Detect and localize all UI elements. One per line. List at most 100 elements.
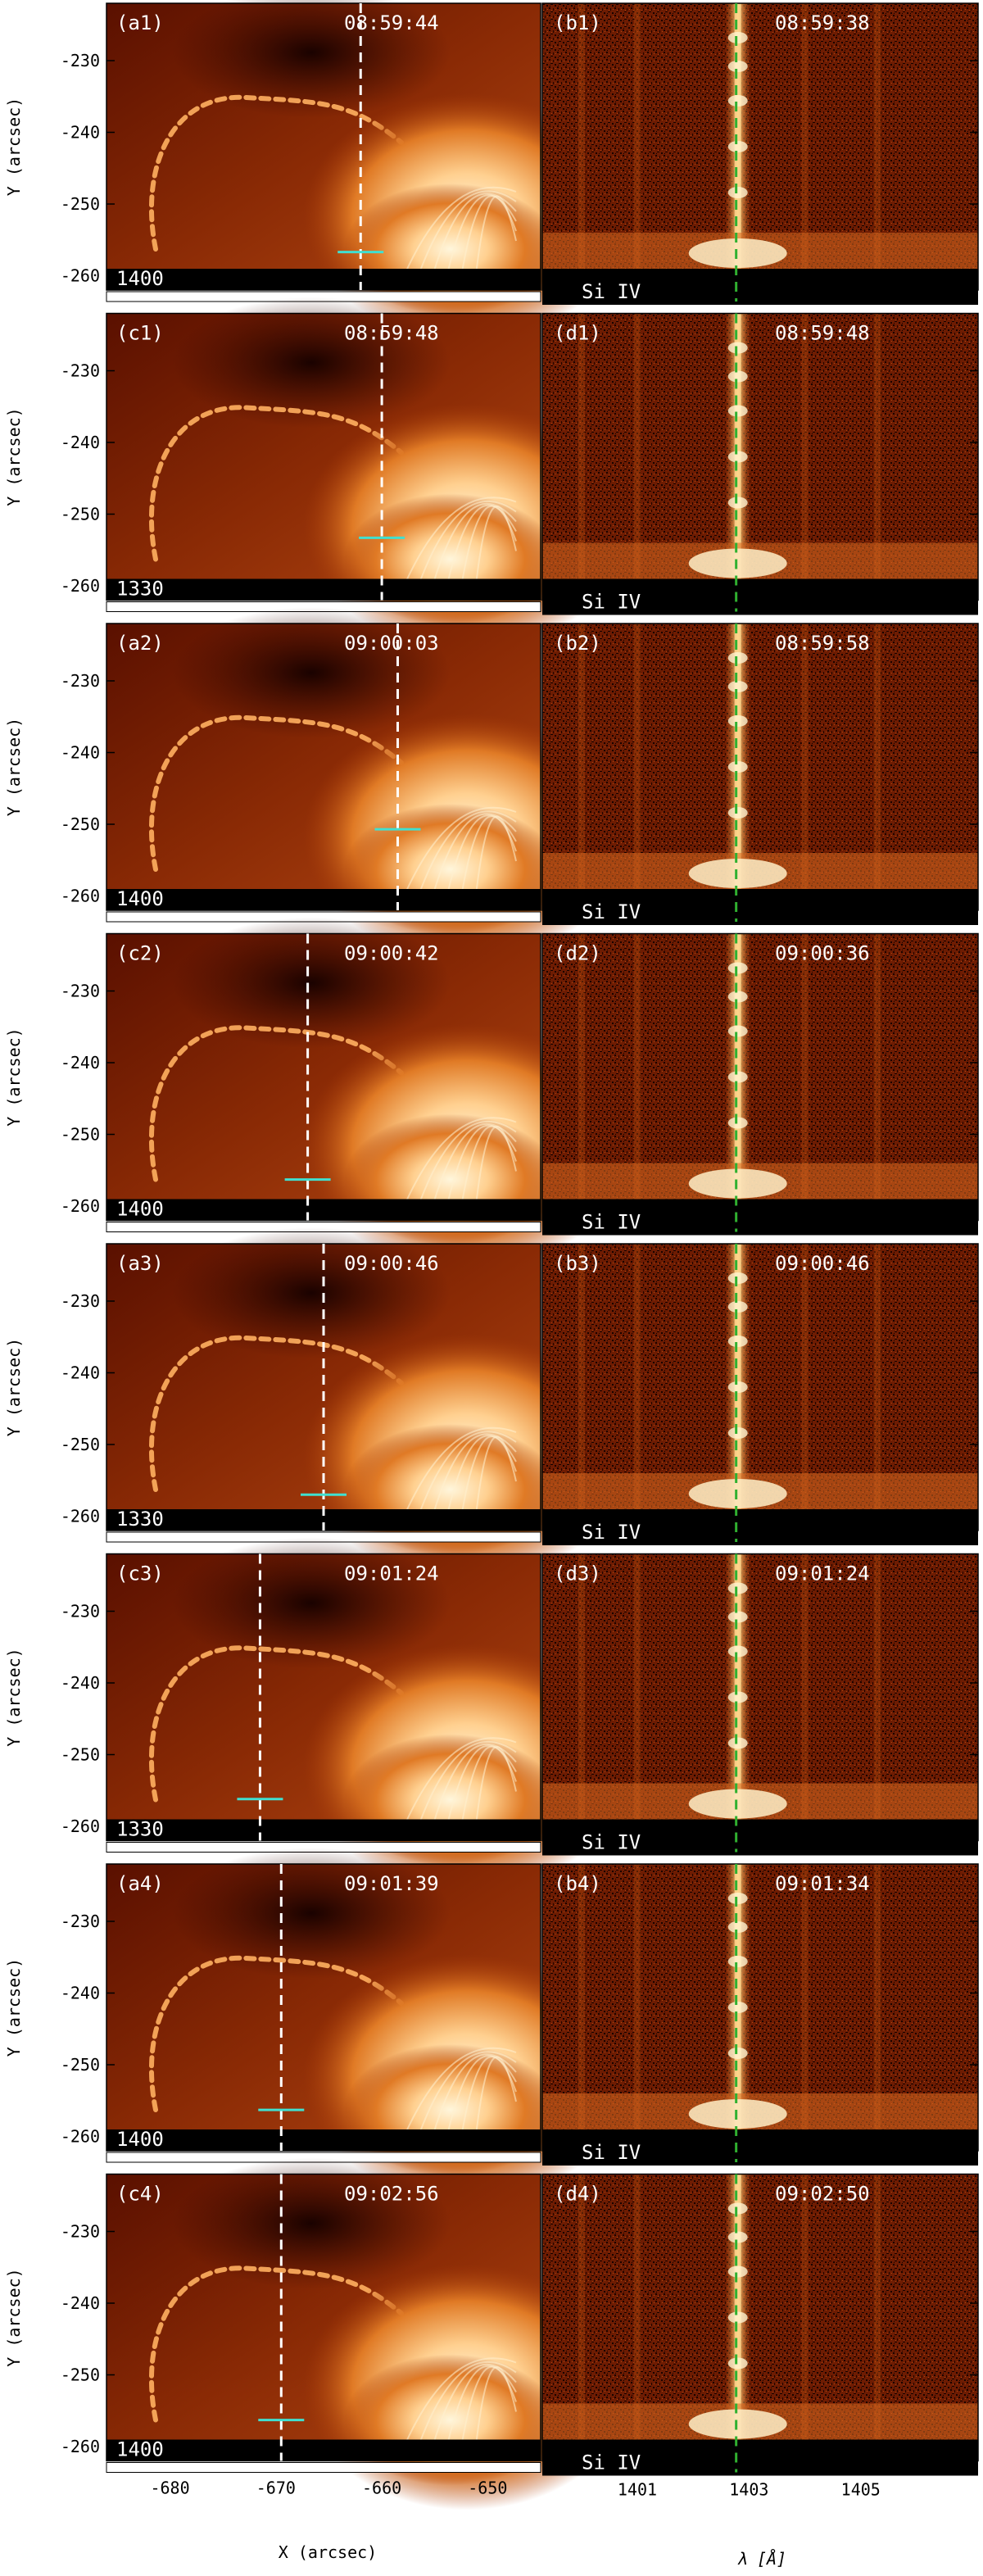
panel-time: 09:02:50 bbox=[775, 2183, 870, 2206]
y-tick-label: -250 bbox=[61, 1125, 100, 1145]
panel-time: 09:01:34 bbox=[775, 1872, 870, 1895]
y-axis-label: Y (arcsec) bbox=[4, 1338, 24, 1436]
y-tick-label: -250 bbox=[61, 1435, 100, 1454]
spectrum-panel: (b2) 08:59:58 Si IV bbox=[541, 623, 979, 925]
panel-label: (b1) bbox=[554, 11, 601, 34]
line-label: Si IV bbox=[582, 1521, 641, 1544]
y-tick-label: -250 bbox=[61, 2055, 100, 2075]
panel-time: 09:01:24 bbox=[344, 1562, 439, 1585]
lambda-tick-labels: 1401 1403 1405 bbox=[618, 2465, 881, 2500]
figure-row: (c4) 09:02:56 1400 -230 -240 -250 -260 Y (arcse… bbox=[4, 2157, 979, 2510]
figure-row: (c3) 09:01:24 1330 -230 -240 -250 -260 Y (arcse… bbox=[4, 1537, 979, 1890]
channel-label: 1400 bbox=[116, 267, 164, 290]
panel-label: (d2) bbox=[554, 942, 601, 965]
figure-row: (a2) 09:00:03 1400 -230 -240 -250 -260 Y (arcse… bbox=[4, 607, 979, 959]
y-tick-label: -260 bbox=[61, 887, 100, 906]
y-tick-label: -230 bbox=[61, 1602, 100, 1621]
lambda-axis-label: λ [Å] bbox=[737, 2549, 786, 2569]
panel-time: 08:59:44 bbox=[344, 11, 439, 34]
channel-label: 1400 bbox=[116, 887, 164, 910]
spectrum-panel: (d4) 09:02:50 Si IV bbox=[541, 2173, 979, 2476]
x-tick-label: -660 bbox=[362, 2478, 401, 2498]
panel-label: (b4) bbox=[554, 1872, 601, 1895]
channel-label: 1330 bbox=[116, 1818, 164, 1841]
y-tick-label: -240 bbox=[61, 123, 100, 143]
y-tick-label: -240 bbox=[61, 743, 100, 763]
y-axis-label: Y (arcsec) bbox=[4, 407, 24, 506]
sji-image-panel: (c4) 09:02:56 1400 -230 -240 -250 -260 bbox=[61, 2157, 631, 2510]
y-tick-label: -260 bbox=[61, 266, 100, 286]
panel-label: (a1) bbox=[116, 11, 164, 34]
panel-label: (a4) bbox=[116, 1872, 164, 1895]
y-tick-label: -260 bbox=[61, 2437, 100, 2456]
line-label: Si IV bbox=[582, 280, 641, 303]
lambda-tick-label: 1403 bbox=[729, 2480, 768, 2500]
y-tick-label: -250 bbox=[61, 1745, 100, 1765]
channel-label: 1330 bbox=[116, 578, 164, 601]
y-tick-label: -240 bbox=[61, 1673, 100, 1693]
line-label: Si IV bbox=[582, 1211, 641, 1234]
x-tick-label: -670 bbox=[256, 2478, 296, 2498]
lambda-tick-label: 1405 bbox=[841, 2480, 881, 2500]
line-label: Si IV bbox=[582, 2141, 641, 2164]
line-label: Si IV bbox=[582, 900, 641, 923]
channel-label: 1400 bbox=[116, 2128, 164, 2151]
y-tick-label: -230 bbox=[61, 361, 100, 381]
panel-time: 09:00:36 bbox=[775, 942, 870, 965]
y-tick-label: -260 bbox=[61, 576, 100, 596]
y-tick-label: -250 bbox=[61, 2365, 100, 2385]
y-tick-label: -260 bbox=[61, 2127, 100, 2147]
x-axis-label: X (arcsec) bbox=[279, 2542, 377, 2562]
y-tick-label: -240 bbox=[61, 2293, 100, 2313]
panel-label: (b2) bbox=[554, 632, 601, 655]
panel-time: 08:59:38 bbox=[775, 11, 870, 34]
spectrum-panel: (b4) 09:01:34 Si IV bbox=[541, 1863, 979, 2166]
panel-label: (d3) bbox=[554, 1562, 601, 1585]
channel-label: 1400 bbox=[116, 1198, 164, 1221]
panel-label: (d1) bbox=[554, 322, 601, 345]
y-tick-label: -260 bbox=[61, 1816, 100, 1836]
spectrum-panel: (b1) 08:59:38 Si IV bbox=[541, 2, 979, 305]
spectrum-panel: (d1) 08:59:48 Si IV bbox=[541, 312, 979, 615]
y-axis-label: Y (arcsec) bbox=[4, 2268, 24, 2366]
y-tick-label: -250 bbox=[61, 194, 100, 214]
figure-row: (a3) 09:00:46 1330 -230 -240 -250 -260 Y (arcse… bbox=[4, 1227, 979, 1580]
panel-time: 09:01:39 bbox=[344, 1872, 439, 1895]
spectrum-panel: (b3) 09:00:46 Si IV bbox=[541, 1243, 979, 1545]
panel-time: 08:59:48 bbox=[344, 322, 439, 345]
panel-time: 09:01:24 bbox=[775, 1562, 870, 1585]
figure-row: (c1) 08:59:48 1330 -230 -240 -250 -260 Y (arcse… bbox=[4, 297, 979, 650]
panel-label: (b3) bbox=[554, 1252, 601, 1275]
panel-time: 09:00:42 bbox=[344, 942, 439, 965]
panel-label: (a3) bbox=[116, 1252, 164, 1275]
y-tick-label: -230 bbox=[61, 671, 100, 691]
panel-time: 09:00:46 bbox=[775, 1252, 870, 1275]
y-tick-label: -230 bbox=[61, 51, 100, 70]
panel-label: (d4) bbox=[554, 2183, 601, 2206]
figure-row: (a1) 08:59:44 1400 -230 -240 -250 -260 Y (arcse… bbox=[4, 0, 979, 339]
y-tick-label: -230 bbox=[61, 1291, 100, 1311]
y-tick-label: -260 bbox=[61, 1196, 100, 1216]
panel-label: (c1) bbox=[116, 322, 164, 345]
y-axis-label: Y (arcsec) bbox=[4, 1648, 24, 1746]
x-tick-label: -650 bbox=[468, 2478, 507, 2498]
y-tick-label: -240 bbox=[61, 1053, 100, 1073]
y-axis-label: Y (arcsec) bbox=[4, 98, 24, 196]
lambda-tick-label: 1401 bbox=[618, 2480, 657, 2500]
y-tick-label: -250 bbox=[61, 814, 100, 834]
panel-time: 09:00:46 bbox=[344, 1252, 439, 1275]
channel-label: 1330 bbox=[116, 1508, 164, 1531]
y-tick-label: -260 bbox=[61, 1507, 100, 1526]
y-tick-label: -240 bbox=[61, 433, 100, 452]
panel-time: 08:59:58 bbox=[775, 632, 870, 655]
y-axis-label: Y (arcsec) bbox=[4, 718, 24, 816]
y-tick-label: -250 bbox=[61, 505, 100, 524]
spectrum-panel: (d2) 09:00:36 Si IV bbox=[541, 932, 979, 1236]
line-label: Si IV bbox=[582, 591, 641, 614]
y-tick-label: -230 bbox=[61, 982, 100, 1001]
y-tick-label: -240 bbox=[61, 1984, 100, 2003]
y-axis-label: Y (arcsec) bbox=[4, 1027, 24, 1126]
panel-time: 09:02:56 bbox=[344, 2183, 439, 2206]
y-tick-label: -230 bbox=[61, 2222, 100, 2242]
